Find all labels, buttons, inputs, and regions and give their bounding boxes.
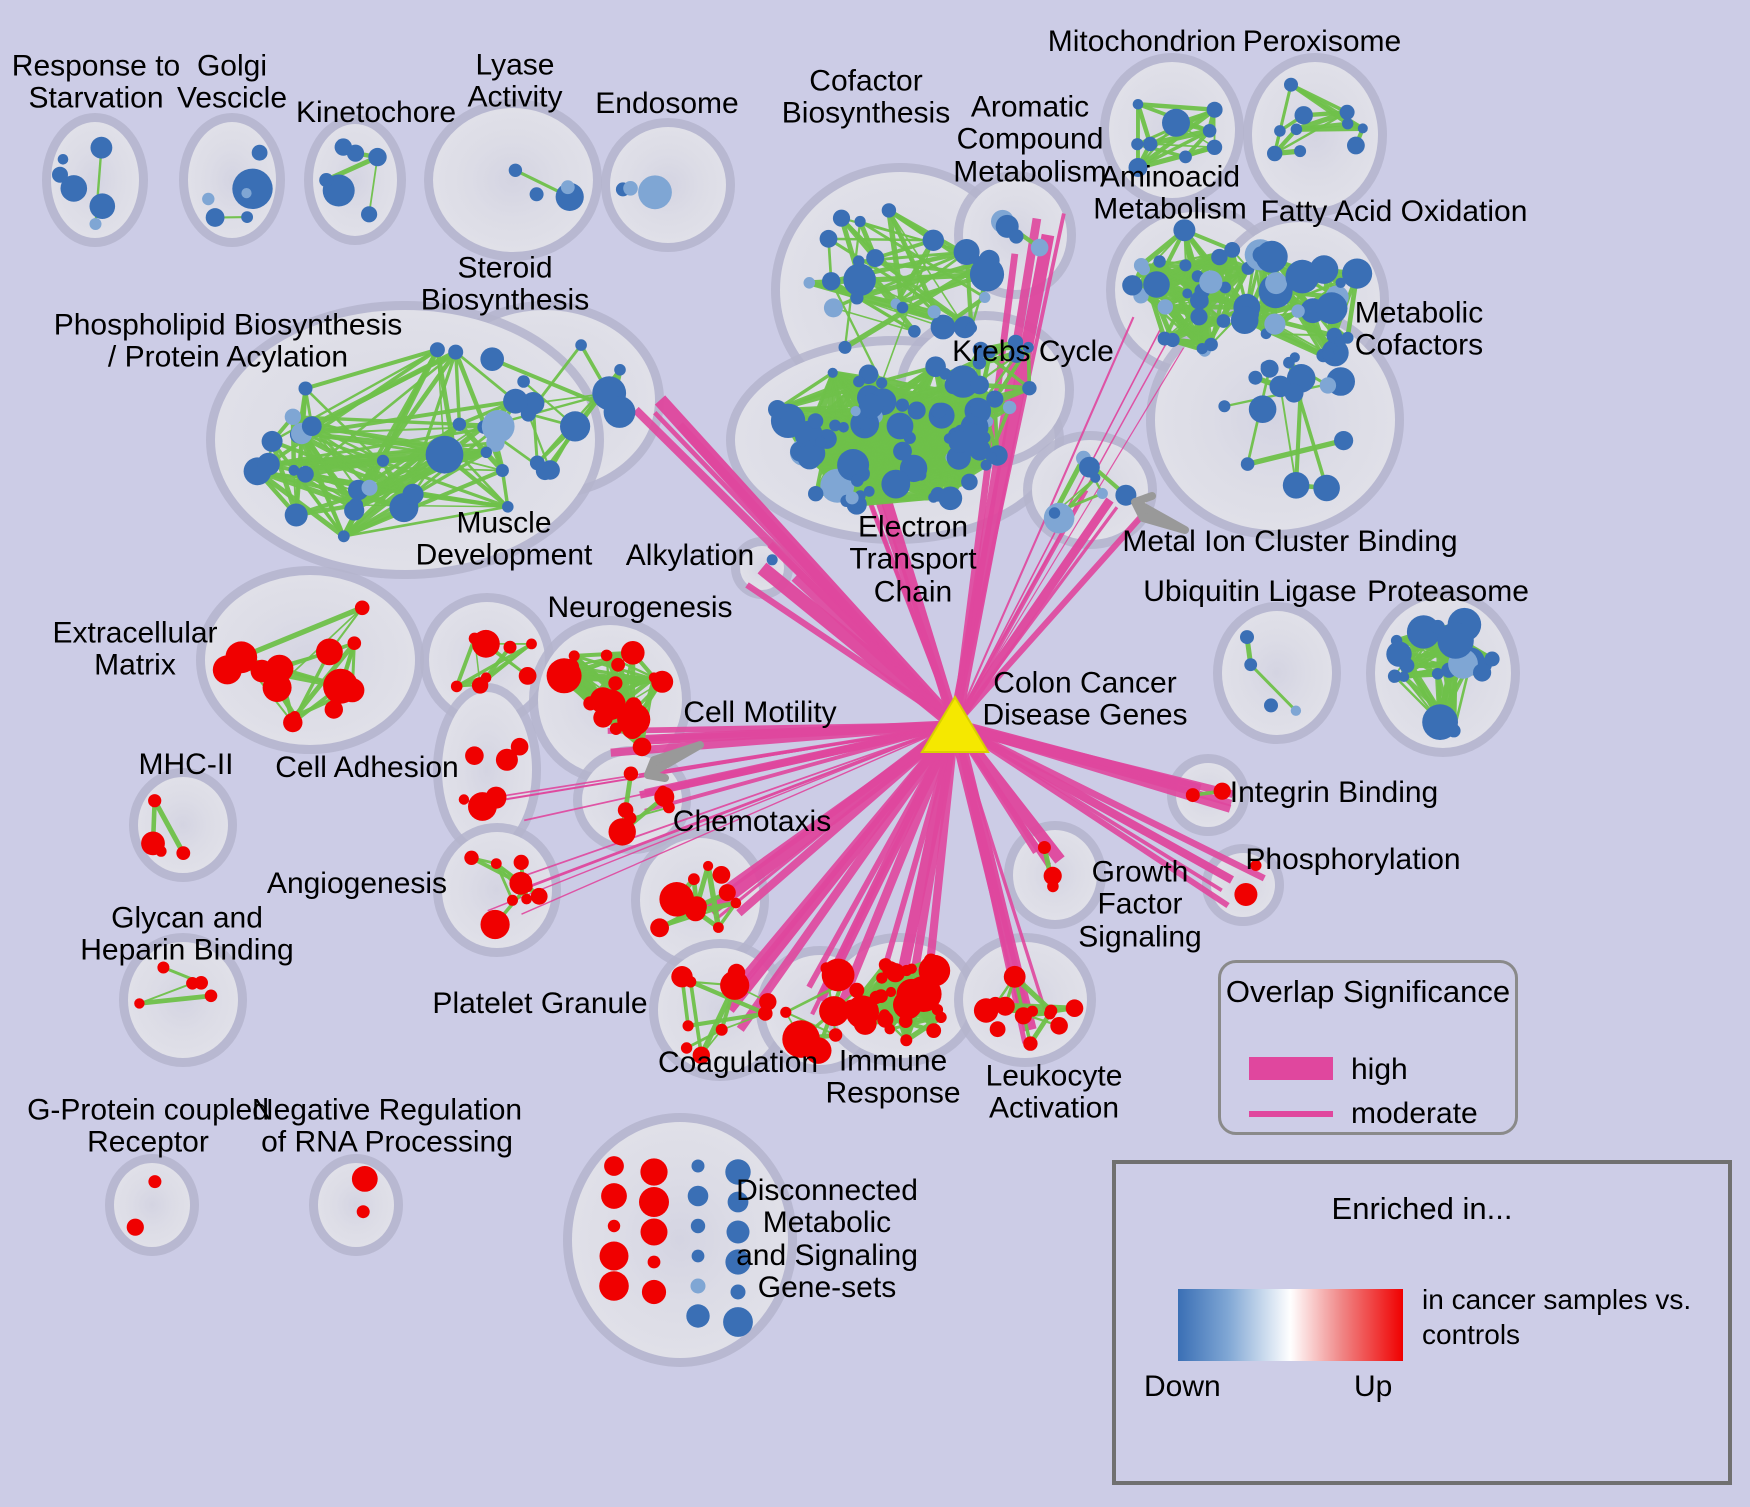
pointer-arrows bbox=[644, 492, 1189, 782]
legend-enriched-caption: in cancer samples vs. controls bbox=[1422, 1284, 1692, 1350]
enrichment-colorbar bbox=[1178, 1289, 1403, 1361]
legend-overlap-significance: Overlap Significance high moderate bbox=[1218, 960, 1518, 1135]
hub-triangle[interactable] bbox=[920, 695, 990, 753]
legend-enriched-title: Enriched in... bbox=[1331, 1191, 1513, 1226]
legend-enriched-in: Enriched in... Down Up in cancer samples… bbox=[1112, 1160, 1732, 1485]
legend-up-label: Up bbox=[1354, 1370, 1393, 1403]
legend-moderate-swatch bbox=[1249, 1111, 1333, 1117]
legend-moderate-label: moderate bbox=[1351, 1097, 1478, 1130]
gene-nodes bbox=[52, 77, 1500, 1337]
legend-high-label: high bbox=[1351, 1053, 1408, 1086]
legend-high-swatch bbox=[1249, 1057, 1333, 1080]
legend-overlap-title: Overlap Significance bbox=[1225, 974, 1511, 1009]
legend-down-label: Down bbox=[1144, 1370, 1221, 1403]
